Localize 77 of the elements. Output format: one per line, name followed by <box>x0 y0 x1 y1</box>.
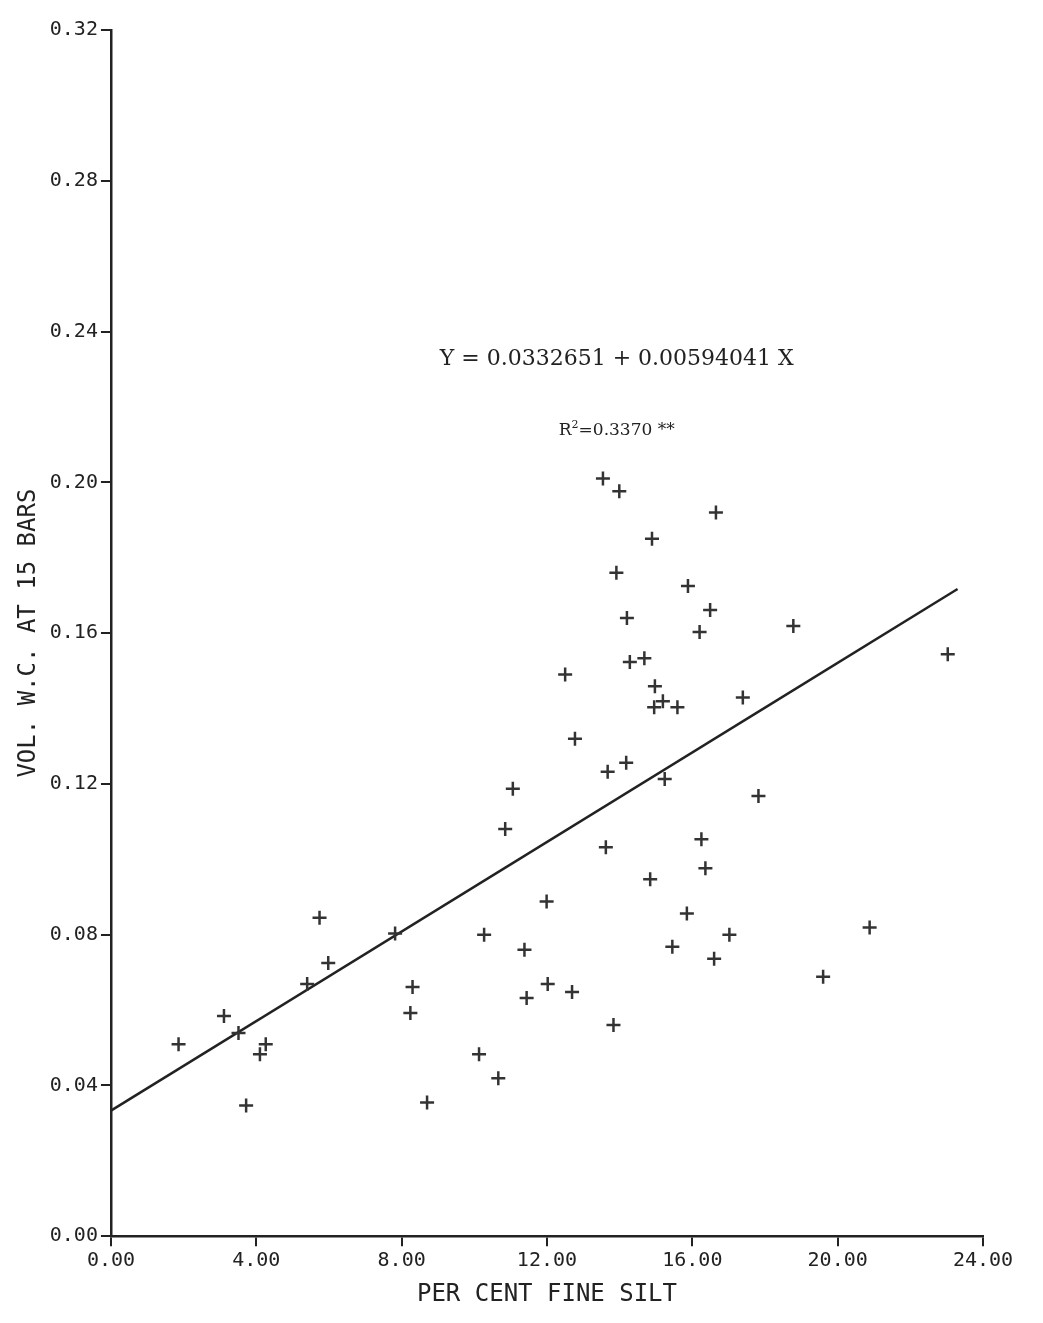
point <box>516 941 533 958</box>
x-tick-label: 8.00 <box>377 1247 426 1272</box>
point <box>311 909 328 926</box>
point <box>597 838 615 856</box>
point <box>669 699 686 716</box>
point <box>861 919 878 936</box>
point <box>402 1004 419 1022</box>
annotation: Y = 0.0332651 + 0.00594041 X <box>438 345 795 370</box>
x-tick-label: 12.00 <box>516 1247 578 1272</box>
point <box>656 770 673 788</box>
point <box>539 975 556 993</box>
point <box>404 978 421 996</box>
point <box>170 1036 187 1053</box>
point <box>734 689 752 706</box>
y-tick-label: 0.28 <box>49 166 98 191</box>
point <box>617 754 635 772</box>
point <box>475 926 493 943</box>
y-tick-label: 0.32 <box>49 16 98 41</box>
point <box>697 860 714 877</box>
y-tick-label: 0.20 <box>49 468 98 493</box>
x-tick-label: 16.00 <box>662 1247 723 1272</box>
point <box>785 617 802 635</box>
y-tick-label: 0.08 <box>49 920 98 945</box>
point <box>691 623 708 641</box>
point <box>556 666 574 683</box>
point <box>750 787 767 805</box>
point <box>320 954 337 972</box>
point <box>654 693 672 710</box>
x-tick-label: 20.00 <box>807 1247 868 1272</box>
point <box>418 1094 436 1111</box>
point <box>215 1007 233 1025</box>
x-tick-label: 4.00 <box>232 1247 281 1272</box>
point <box>237 1097 255 1114</box>
y-tick-label: 0.24 <box>49 317 98 342</box>
point <box>496 820 514 838</box>
point <box>386 925 404 942</box>
point <box>594 470 612 487</box>
point <box>251 1045 269 1063</box>
point <box>566 730 584 747</box>
point <box>814 968 832 986</box>
y-tick-label: 0.16 <box>49 619 98 644</box>
y-tick-label: 0.12 <box>49 770 98 795</box>
point <box>504 780 522 798</box>
point <box>470 1045 488 1063</box>
point <box>490 1070 507 1087</box>
x-tick-label: 24.00 <box>952 1247 1014 1272</box>
point <box>257 1036 274 1053</box>
point <box>707 504 725 521</box>
y-tick-label: 0.00 <box>49 1222 98 1247</box>
point <box>701 601 719 619</box>
point <box>538 893 555 910</box>
point <box>939 645 957 663</box>
point <box>298 975 316 993</box>
point <box>646 678 664 695</box>
point <box>618 609 636 627</box>
y-tick-label: 0.04 <box>49 1071 98 1096</box>
x-tick-label: 0.00 <box>86 1247 136 1272</box>
point <box>721 926 738 943</box>
point <box>605 1016 622 1034</box>
point <box>641 870 659 888</box>
point <box>611 483 628 500</box>
point <box>645 699 663 716</box>
point <box>608 564 625 582</box>
point <box>705 950 723 968</box>
point <box>518 989 535 1007</box>
point <box>563 983 581 1001</box>
point <box>664 938 681 955</box>
point <box>636 650 653 667</box>
point <box>643 530 661 548</box>
y-axis-title: VOL. W.C. AT 15 BARS <box>12 488 41 778</box>
point <box>679 577 697 595</box>
point <box>599 763 616 781</box>
point <box>678 905 696 922</box>
x-axis-title: PER CENT FINE SILT <box>416 1278 678 1307</box>
point <box>621 653 639 671</box>
point <box>693 831 710 848</box>
point <box>230 1024 247 1042</box>
